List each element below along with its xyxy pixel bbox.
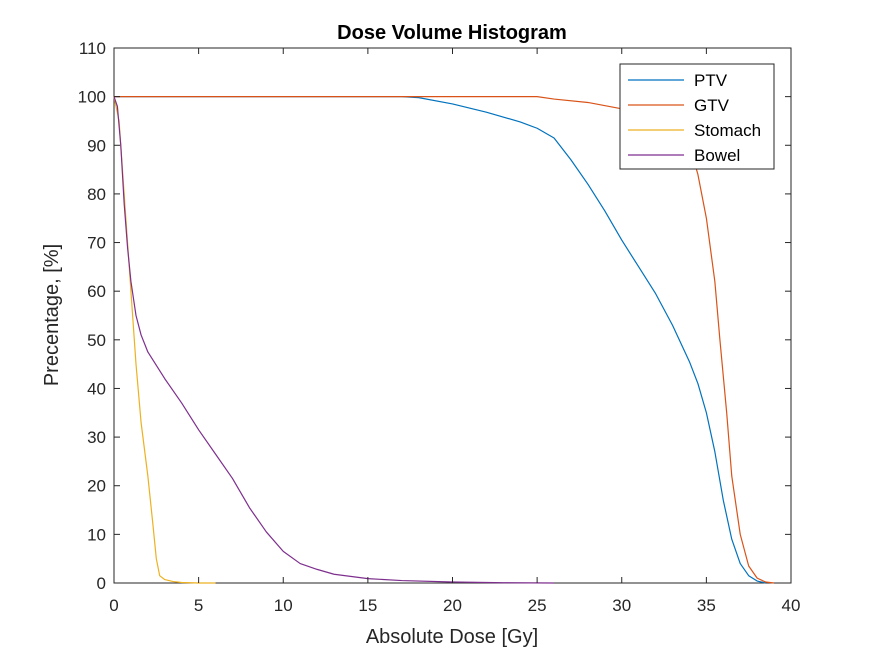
y-tick-label: 80 [87,185,106,204]
y-tick-label: 60 [87,282,106,301]
legend: PTV GTV Stomach Bowel [619,63,775,170]
series-line-ptv [114,96,766,584]
y-tick-label: 0 [97,574,106,593]
y-tick-label: 10 [87,525,106,544]
x-tick-label: 15 [358,596,377,615]
series-line-gtv [114,96,775,584]
x-tick-label: 0 [109,596,118,615]
y-tick-label: 90 [87,136,106,155]
x-tick-label: 10 [274,596,293,615]
y-tick-label: 50 [87,331,106,350]
x-tick-label: 20 [443,596,462,615]
y-axis-label: Precentage, [%] [41,244,63,386]
legend-label-bowel: Bowel [694,146,740,165]
legend-label-gtv: GTV [694,96,730,115]
y-tick-label: 30 [87,428,106,447]
y-tick-label: 40 [87,379,106,398]
x-tick-label: 35 [697,596,716,615]
y-tick-label: 110 [79,39,106,58]
legend-label-stomach: Stomach [694,121,761,140]
x-axis-ticks: 0 5 10 15 20 25 30 35 40 [109,48,800,615]
y-tick-label: 70 [87,234,106,253]
y-tick-label: 100 [78,88,106,107]
x-tick-label: 25 [528,596,547,615]
x-tick-label: 40 [782,596,801,615]
y-axis-ticks: 0 10 20 30 40 50 60 70 80 90 100 110 [78,39,791,593]
series-line-stomach [113,96,216,584]
y-tick-label: 20 [87,477,106,496]
legend-box [619,63,775,170]
legend-label-ptv: PTV [694,71,728,90]
chart-title: Dose Volume Histogram [337,22,567,44]
x-axis-label: Absolute Dose [Gy] [366,626,538,648]
x-tick-label: 30 [612,596,631,615]
x-tick-label: 5 [194,596,203,615]
